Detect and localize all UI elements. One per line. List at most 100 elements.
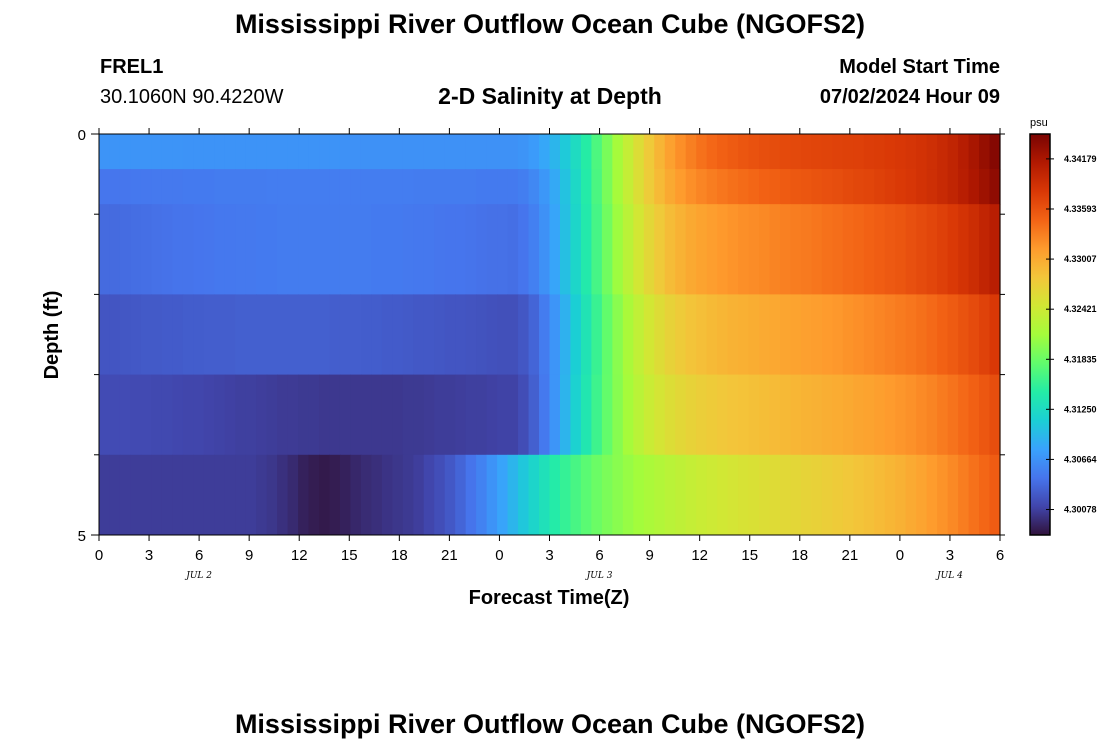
heatmap-cell (109, 294, 121, 375)
heatmap-cell (738, 134, 750, 170)
heatmap-cell (507, 204, 519, 295)
y-axis-title: Depth (ft) (41, 291, 63, 380)
heatmap-cell (937, 374, 949, 456)
heatmap-cell (151, 204, 163, 295)
heatmap-cell (905, 204, 917, 295)
heatmap-cell (172, 374, 184, 456)
heatmap-cell (277, 374, 289, 456)
heatmap-cell (465, 374, 477, 456)
heatmap-cell (622, 134, 634, 170)
heatmap-cell (486, 169, 498, 205)
heatmap-cell (465, 454, 477, 536)
heatmap-cell (497, 134, 509, 170)
heatmap-cell (769, 169, 781, 205)
heatmap-cell (559, 204, 572, 295)
heatmap-cell (402, 374, 414, 456)
heatmap-cell (811, 374, 823, 456)
heatmap-cell (874, 134, 886, 170)
heatmap-cell (140, 374, 152, 456)
x-tick-label: 12 (691, 547, 708, 564)
heatmap-cell (266, 204, 278, 295)
heatmap-cell (779, 169, 792, 205)
heatmap-cell (989, 374, 1001, 456)
heatmap-cell (539, 294, 551, 375)
heatmap-cell (664, 454, 676, 536)
heatmap-cell (413, 454, 425, 536)
heatmap-cell (287, 204, 299, 295)
heatmap-cell (392, 454, 404, 536)
heatmap-cell (916, 134, 928, 170)
heatmap-cell (968, 374, 980, 456)
heatmap-cell (738, 454, 750, 536)
heatmap-cell (214, 454, 226, 536)
heatmap-cell (371, 374, 383, 456)
heatmap-cell (224, 204, 236, 295)
heatmap-cell (926, 294, 938, 375)
heatmap-cell (895, 204, 907, 295)
heatmap-cell (800, 169, 813, 205)
heatmap-cell (360, 204, 372, 295)
heatmap-cell (769, 294, 781, 375)
heatmap-cell (863, 294, 875, 375)
heatmap-cell (182, 134, 194, 170)
heatmap-cell (601, 134, 613, 170)
x-tick-label: 12 (291, 547, 308, 564)
heatmap-cell (717, 134, 729, 170)
heatmap-cell (518, 204, 530, 295)
heatmap-cell (937, 294, 949, 375)
heatmap-cell (643, 294, 655, 375)
heatmap-cell (916, 374, 928, 456)
heatmap-cell (214, 134, 226, 170)
heatmap-cell (329, 294, 341, 375)
heatmap-cell (549, 454, 561, 536)
heatmap-cell (423, 454, 435, 536)
heatmap-cell (591, 204, 603, 295)
heatmap-cell (769, 134, 781, 170)
heatmap-cell (759, 294, 771, 375)
heatmap-cell (759, 204, 771, 295)
heatmap-cell (224, 169, 236, 205)
heatmap-cell (947, 294, 959, 375)
heatmap-cell (497, 204, 509, 295)
heatmap-cell (339, 454, 352, 536)
heatmap-cell (423, 374, 435, 456)
x-date-label: JUL 3 (585, 571, 613, 581)
heatmap-cell (497, 294, 509, 375)
colorbar-tick-label: 4.30664 (1064, 454, 1097, 464)
heatmap-cell (612, 454, 624, 536)
heatmap-cell (570, 454, 582, 536)
heatmap-cell (675, 454, 687, 536)
x-axis-title: Forecast Time(Z) (469, 587, 630, 609)
heatmap-cell (308, 374, 320, 456)
heatmap-cell (612, 294, 624, 375)
heatmap-cell (193, 454, 205, 536)
heatmap-cell (874, 454, 886, 536)
heatmap-cell (161, 454, 173, 536)
heatmap-cell (151, 374, 163, 456)
heatmap-cell (685, 134, 697, 170)
heatmap-cell (790, 169, 802, 205)
heatmap-cell (287, 134, 299, 170)
heatmap-cell (381, 294, 393, 375)
heatmap-cell (392, 134, 404, 170)
heatmap-cell (633, 374, 645, 456)
heatmap-cell (119, 169, 132, 205)
heatmap-cell (601, 169, 613, 205)
heatmap-cell (811, 204, 823, 295)
heatmap-cell (759, 454, 771, 536)
x-tick-label: 21 (441, 547, 458, 564)
heatmap-cell (507, 374, 519, 456)
heatmap-cell (423, 204, 435, 295)
heatmap-cell (790, 134, 802, 170)
heatmap-cell (779, 294, 792, 375)
heatmap-cell (486, 134, 498, 170)
heatmap-cell (109, 374, 121, 456)
heatmap-cell (413, 294, 425, 375)
heatmap-cell (298, 134, 310, 170)
heatmap-cell (329, 134, 341, 170)
heatmap-cell (99, 294, 111, 375)
heatmap-cell (476, 294, 488, 375)
heatmap-cell (947, 169, 959, 205)
heatmap-cell (874, 374, 886, 456)
heatmap-cell (109, 204, 121, 295)
